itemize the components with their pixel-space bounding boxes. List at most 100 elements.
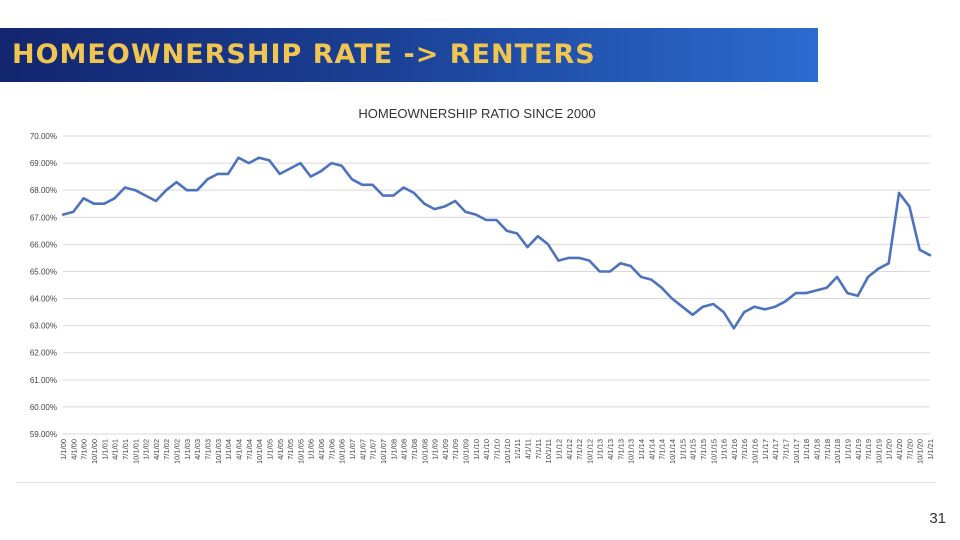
x-tick-label: 4/1/00 — [69, 439, 78, 460]
x-tick-label: 7/1/19 — [864, 439, 873, 460]
x-tick-label: 4/1/18 — [812, 439, 821, 460]
data-point — [691, 314, 694, 316]
x-tick-label: 1/1/04 — [224, 439, 233, 460]
data-point — [712, 303, 715, 305]
x-tick-label: 7/1/20 — [905, 439, 914, 460]
x-tick-label: 10/1/20 — [916, 439, 925, 464]
x-tick-label: 4/1/10 — [482, 439, 491, 460]
data-point — [743, 311, 746, 313]
y-tick-label: 63.00% — [30, 322, 57, 331]
x-tick-label: 10/1/16 — [751, 439, 760, 464]
x-tick-label: 4/1/16 — [730, 439, 739, 460]
x-tick-label: 1/1/15 — [678, 439, 687, 460]
y-tick-label: 66.00% — [30, 240, 57, 249]
x-tick-label: 4/1/15 — [689, 439, 698, 460]
data-point — [774, 305, 776, 308]
data-point — [722, 311, 725, 313]
data-point — [258, 156, 260, 159]
x-tick-label: 10/1/13 — [627, 439, 636, 464]
data-point — [320, 170, 322, 173]
data-point — [392, 194, 395, 197]
x-tick-label: 7/1/14 — [658, 439, 667, 460]
y-tick-label: 64.00% — [30, 295, 57, 304]
x-tick-label: 10/1/04 — [255, 439, 264, 464]
x-tick-label: 1/1/11 — [513, 439, 522, 459]
data-point — [702, 305, 704, 308]
page-number: 31 — [929, 510, 946, 527]
x-tick-label: 4/1/08 — [400, 439, 409, 460]
data-point — [464, 211, 467, 213]
title-banner: HOMEOWNERSHIP RATE -> RENTERS — [0, 28, 818, 82]
x-tick-label: 4/1/05 — [276, 439, 285, 460]
x-tick-label: 4/1/02 — [152, 439, 161, 460]
x-tick-label: 10/1/00 — [90, 439, 99, 464]
data-point — [640, 276, 642, 278]
data-point — [805, 292, 807, 294]
gridlines — [63, 135, 930, 435]
x-tick-label: 7/1/10 — [493, 439, 502, 460]
x-tick-label: 1/1/20 — [885, 439, 894, 460]
x-tick-label: 7/1/15 — [699, 439, 708, 460]
x-tick-label: 10/1/12 — [585, 439, 594, 464]
x-tick-label: 1/1/13 — [596, 439, 605, 460]
y-tick-label: 61.00% — [30, 376, 57, 385]
data-point — [227, 173, 229, 175]
data-point — [186, 189, 188, 191]
x-tick-label: 1/1/10 — [472, 439, 481, 460]
data-point — [165, 189, 168, 191]
data-point — [361, 183, 364, 186]
data-point — [309, 175, 312, 178]
x-tick-label: 7/1/09 — [451, 439, 460, 460]
data-point — [567, 257, 570, 259]
data-point — [93, 202, 95, 205]
data-point — [278, 173, 281, 175]
data-point — [402, 186, 405, 189]
data-point — [856, 295, 859, 297]
data-point — [155, 200, 157, 202]
data-point — [475, 213, 477, 216]
data-point — [578, 257, 580, 259]
data-point — [526, 246, 529, 248]
x-tick-label: 4/1/06 — [317, 439, 326, 460]
x-tick-label: 4/1/04 — [234, 439, 243, 460]
data-point — [784, 300, 787, 303]
x-tick-label: 1/1/14 — [637, 439, 646, 460]
data-point — [598, 270, 601, 273]
data-point — [382, 194, 384, 197]
data-point — [547, 243, 549, 246]
x-tick-label: 7/1/05 — [286, 439, 295, 460]
x-tick-label: 7/1/18 — [823, 439, 832, 460]
data-point — [423, 202, 426, 205]
data-point — [351, 178, 353, 181]
x-tick-label: 1/1/01 — [100, 439, 109, 460]
data-point — [454, 200, 457, 202]
data-point — [82, 197, 85, 200]
x-tick-label: 4/1/03 — [193, 439, 202, 460]
x-tick-label: 7/1/00 — [80, 439, 89, 460]
slide-title: HOMEOWNERSHIP RATE -> RENTERS — [12, 39, 596, 70]
data-point — [588, 259, 591, 262]
y-tick-label: 67.00% — [30, 213, 57, 222]
data-point — [113, 197, 116, 200]
data-point — [516, 232, 518, 235]
data-point — [247, 162, 250, 164]
x-tick-label: 1/1/08 — [389, 439, 398, 460]
data-point — [629, 265, 632, 267]
x-tick-label: 7/1/13 — [616, 439, 625, 460]
data-point — [124, 186, 126, 189]
x-tick-label: 10/1/02 — [173, 439, 182, 464]
x-tick-label: 10/1/10 — [503, 439, 512, 464]
y-tick-label: 60.00% — [30, 403, 57, 412]
data-point — [268, 159, 271, 162]
y-tick-label: 65.00% — [30, 267, 57, 276]
data-point — [681, 305, 684, 308]
data-point — [733, 327, 735, 330]
x-tick-label: 1/1/06 — [307, 439, 316, 460]
x-tick-label: 4/1/07 — [358, 439, 367, 460]
y-axis-ticks: 59.00% 60.00% 61.00% 62.00% 63.00% 64.00% 65.0… — [30, 132, 57, 439]
data-point — [795, 292, 797, 294]
x-tick-label: 4/1/13 — [606, 439, 615, 460]
data-point — [289, 167, 291, 170]
data-point — [671, 297, 673, 300]
data-point — [237, 156, 240, 159]
